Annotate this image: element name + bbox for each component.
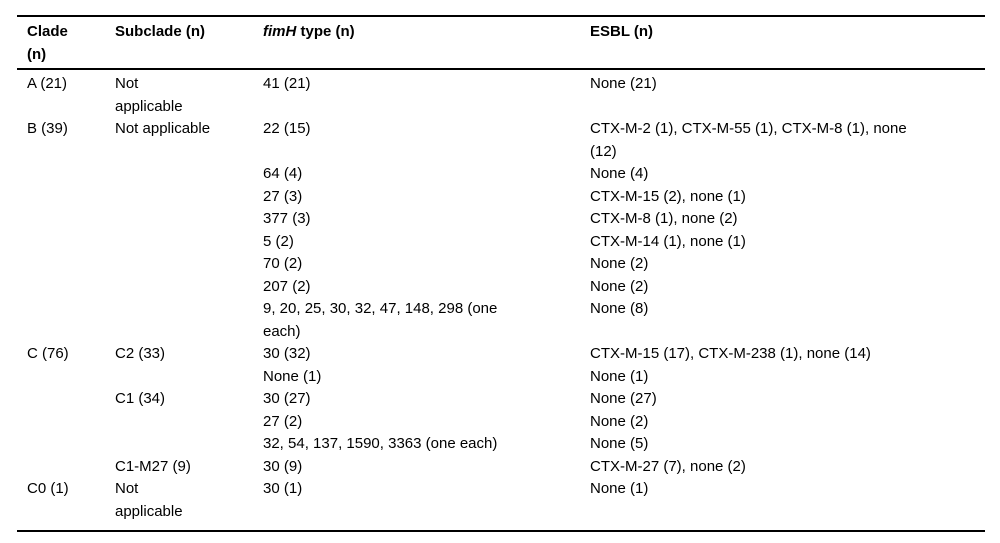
cell-fimh-type: 30 (27) — [263, 390, 311, 407]
cell-clade: C0 (1) — [27, 480, 69, 497]
header-subclade: Subclade (n) — [115, 16, 263, 70]
table-row: 64 (4) None (4) — [17, 163, 985, 186]
cell-esbl: CTX-M-15 (17), CTX-M-238 (1), none (14) — [590, 345, 871, 362]
cell-fimh-type: 9, 20, 25, 30, 32, 47, 148, 298 (one eac… — [263, 300, 498, 340]
cell-clade — [17, 456, 115, 479]
cell-esbl: None (8) — [590, 300, 649, 317]
cell-esbl: CTX-M-8 (1), none (2) — [590, 210, 738, 227]
cell-subclade: C1-M27 (9) — [115, 457, 191, 475]
header-fimh-type: fimH type (n) — [263, 16, 590, 70]
cell-esbl: None (1) — [590, 367, 649, 385]
cell-subclade — [115, 231, 263, 254]
cell-subclade: Not applicable — [115, 75, 183, 115]
table-container: Clade (n) Subclade (n) fimH type (n) ESB… — [17, 15, 985, 532]
cell-esbl: None (5) — [590, 435, 649, 452]
cell-fimh-type: 32, 54, 137, 1590, 3363 (one each) — [263, 435, 498, 452]
table-row: 32, 54, 137, 1590, 3363 (one each) None … — [17, 433, 985, 456]
cell-fimh-type: 41 (21) — [263, 75, 311, 92]
cell-clade — [17, 231, 115, 254]
cell-fimh-type: 30 (1) — [263, 480, 303, 497]
cell-esbl: CTX-M-27 (7), none (2) — [590, 457, 746, 475]
cell-subclade: C2 (33) — [115, 345, 166, 362]
cell-clade — [17, 298, 115, 343]
cell-subclade — [115, 276, 263, 299]
cell-fimh-type: 5 (2) — [263, 232, 294, 250]
cell-esbl: None (21) — [590, 75, 657, 92]
cell-clade: C (76) — [27, 345, 69, 362]
table-header: Clade (n) Subclade (n) fimH type (n) ESB… — [17, 16, 985, 70]
clade-fimh-esbl-table: Clade (n) Subclade (n) fimH type (n) ESB… — [17, 15, 985, 532]
cell-fimh-type: 207 (2) — [263, 277, 311, 295]
cell-esbl: CTX-M-14 (1), none (1) — [590, 232, 746, 250]
cell-esbl: None (4) — [590, 165, 649, 182]
table-row: A (21) Not applicable 41 (21) None (21) — [17, 69, 985, 118]
cell-clade: A (21) — [27, 75, 68, 92]
cell-subclade — [115, 163, 263, 186]
cell-clade — [17, 208, 115, 231]
cell-fimh-type: 30 (32) — [263, 345, 311, 362]
cell-clade — [17, 163, 115, 186]
cell-fimh-type: 30 (9) — [263, 457, 303, 475]
table-row: C (76) C2 (33) 30 (32) CTX-M-15 (17), CT… — [17, 343, 985, 366]
cell-clade — [17, 388, 115, 411]
table-row: 377 (3) CTX-M-8 (1), none (2) — [17, 208, 985, 231]
cell-esbl: CTX-M-15 (2), none (1) — [590, 187, 746, 205]
fimh-italic-label: fimH — [263, 23, 297, 40]
cell-subclade — [115, 366, 263, 389]
cell-clade — [17, 433, 115, 456]
header-row: Clade (n) Subclade (n) fimH type (n) ESB… — [17, 16, 985, 70]
table-row: 9, 20, 25, 30, 32, 47, 148, 298 (one eac… — [17, 298, 985, 343]
cell-clade — [17, 276, 115, 299]
cell-clade — [17, 411, 115, 434]
cell-subclade: C1 (34) — [115, 390, 166, 407]
table-row: 27 (2) None (2) — [17, 411, 985, 434]
cell-subclade — [115, 298, 263, 343]
cell-esbl: None (1) — [590, 480, 649, 497]
cell-clade — [17, 253, 115, 276]
cell-subclade: Not applicable — [115, 480, 183, 520]
table-row: B (39) Not applicable 22 (15) CTX-M-2 (1… — [17, 118, 985, 163]
table-body: A (21) Not applicable 41 (21) None (21) … — [17, 69, 985, 531]
cell-esbl: None (2) — [590, 277, 649, 295]
table-row: None (1) None (1) — [17, 366, 985, 389]
cell-fimh-type: 64 (4) — [263, 165, 303, 182]
header-esbl: ESBL (n) — [590, 16, 985, 70]
cell-clade — [17, 186, 115, 209]
cell-esbl: None (2) — [590, 255, 649, 272]
cell-fimh-type: 377 (3) — [263, 210, 311, 227]
fimh-rest-label: type (n) — [296, 23, 355, 40]
header-clade: Clade (n) — [17, 16, 115, 70]
table-row: 207 (2) None (2) — [17, 276, 985, 299]
cell-esbl: CTX-M-2 (1), CTX-M-55 (1), CTX-M-8 (1), … — [590, 120, 907, 160]
cell-fimh-type: 27 (2) — [263, 412, 303, 430]
cell-fimh-type: 27 (3) — [263, 187, 303, 205]
cell-fimh-type: 22 (15) — [263, 120, 311, 137]
table-row: 70 (2) None (2) — [17, 253, 985, 276]
cell-fimh-type: None (1) — [263, 367, 322, 385]
table-row: C1 (34) 30 (27) None (27) — [17, 388, 985, 411]
cell-subclade — [115, 253, 263, 276]
cell-subclade: Not applicable — [115, 120, 211, 137]
cell-subclade — [115, 411, 263, 434]
table-row: C0 (1) Not applicable 30 (1) None (1) — [17, 478, 985, 531]
cell-fimh-type: 70 (2) — [263, 255, 303, 272]
table-row: 27 (3) CTX-M-15 (2), none (1) — [17, 186, 985, 209]
cell-subclade — [115, 186, 263, 209]
cell-subclade — [115, 433, 263, 456]
table-row: 5 (2) CTX-M-14 (1), none (1) — [17, 231, 985, 254]
cell-esbl: None (2) — [590, 412, 649, 430]
cell-clade: B (39) — [27, 120, 68, 137]
table-row: C1-M27 (9) 30 (9) CTX-M-27 (7), none (2) — [17, 456, 985, 479]
cell-esbl: None (27) — [590, 390, 657, 407]
cell-subclade — [115, 208, 263, 231]
cell-clade — [17, 366, 115, 389]
